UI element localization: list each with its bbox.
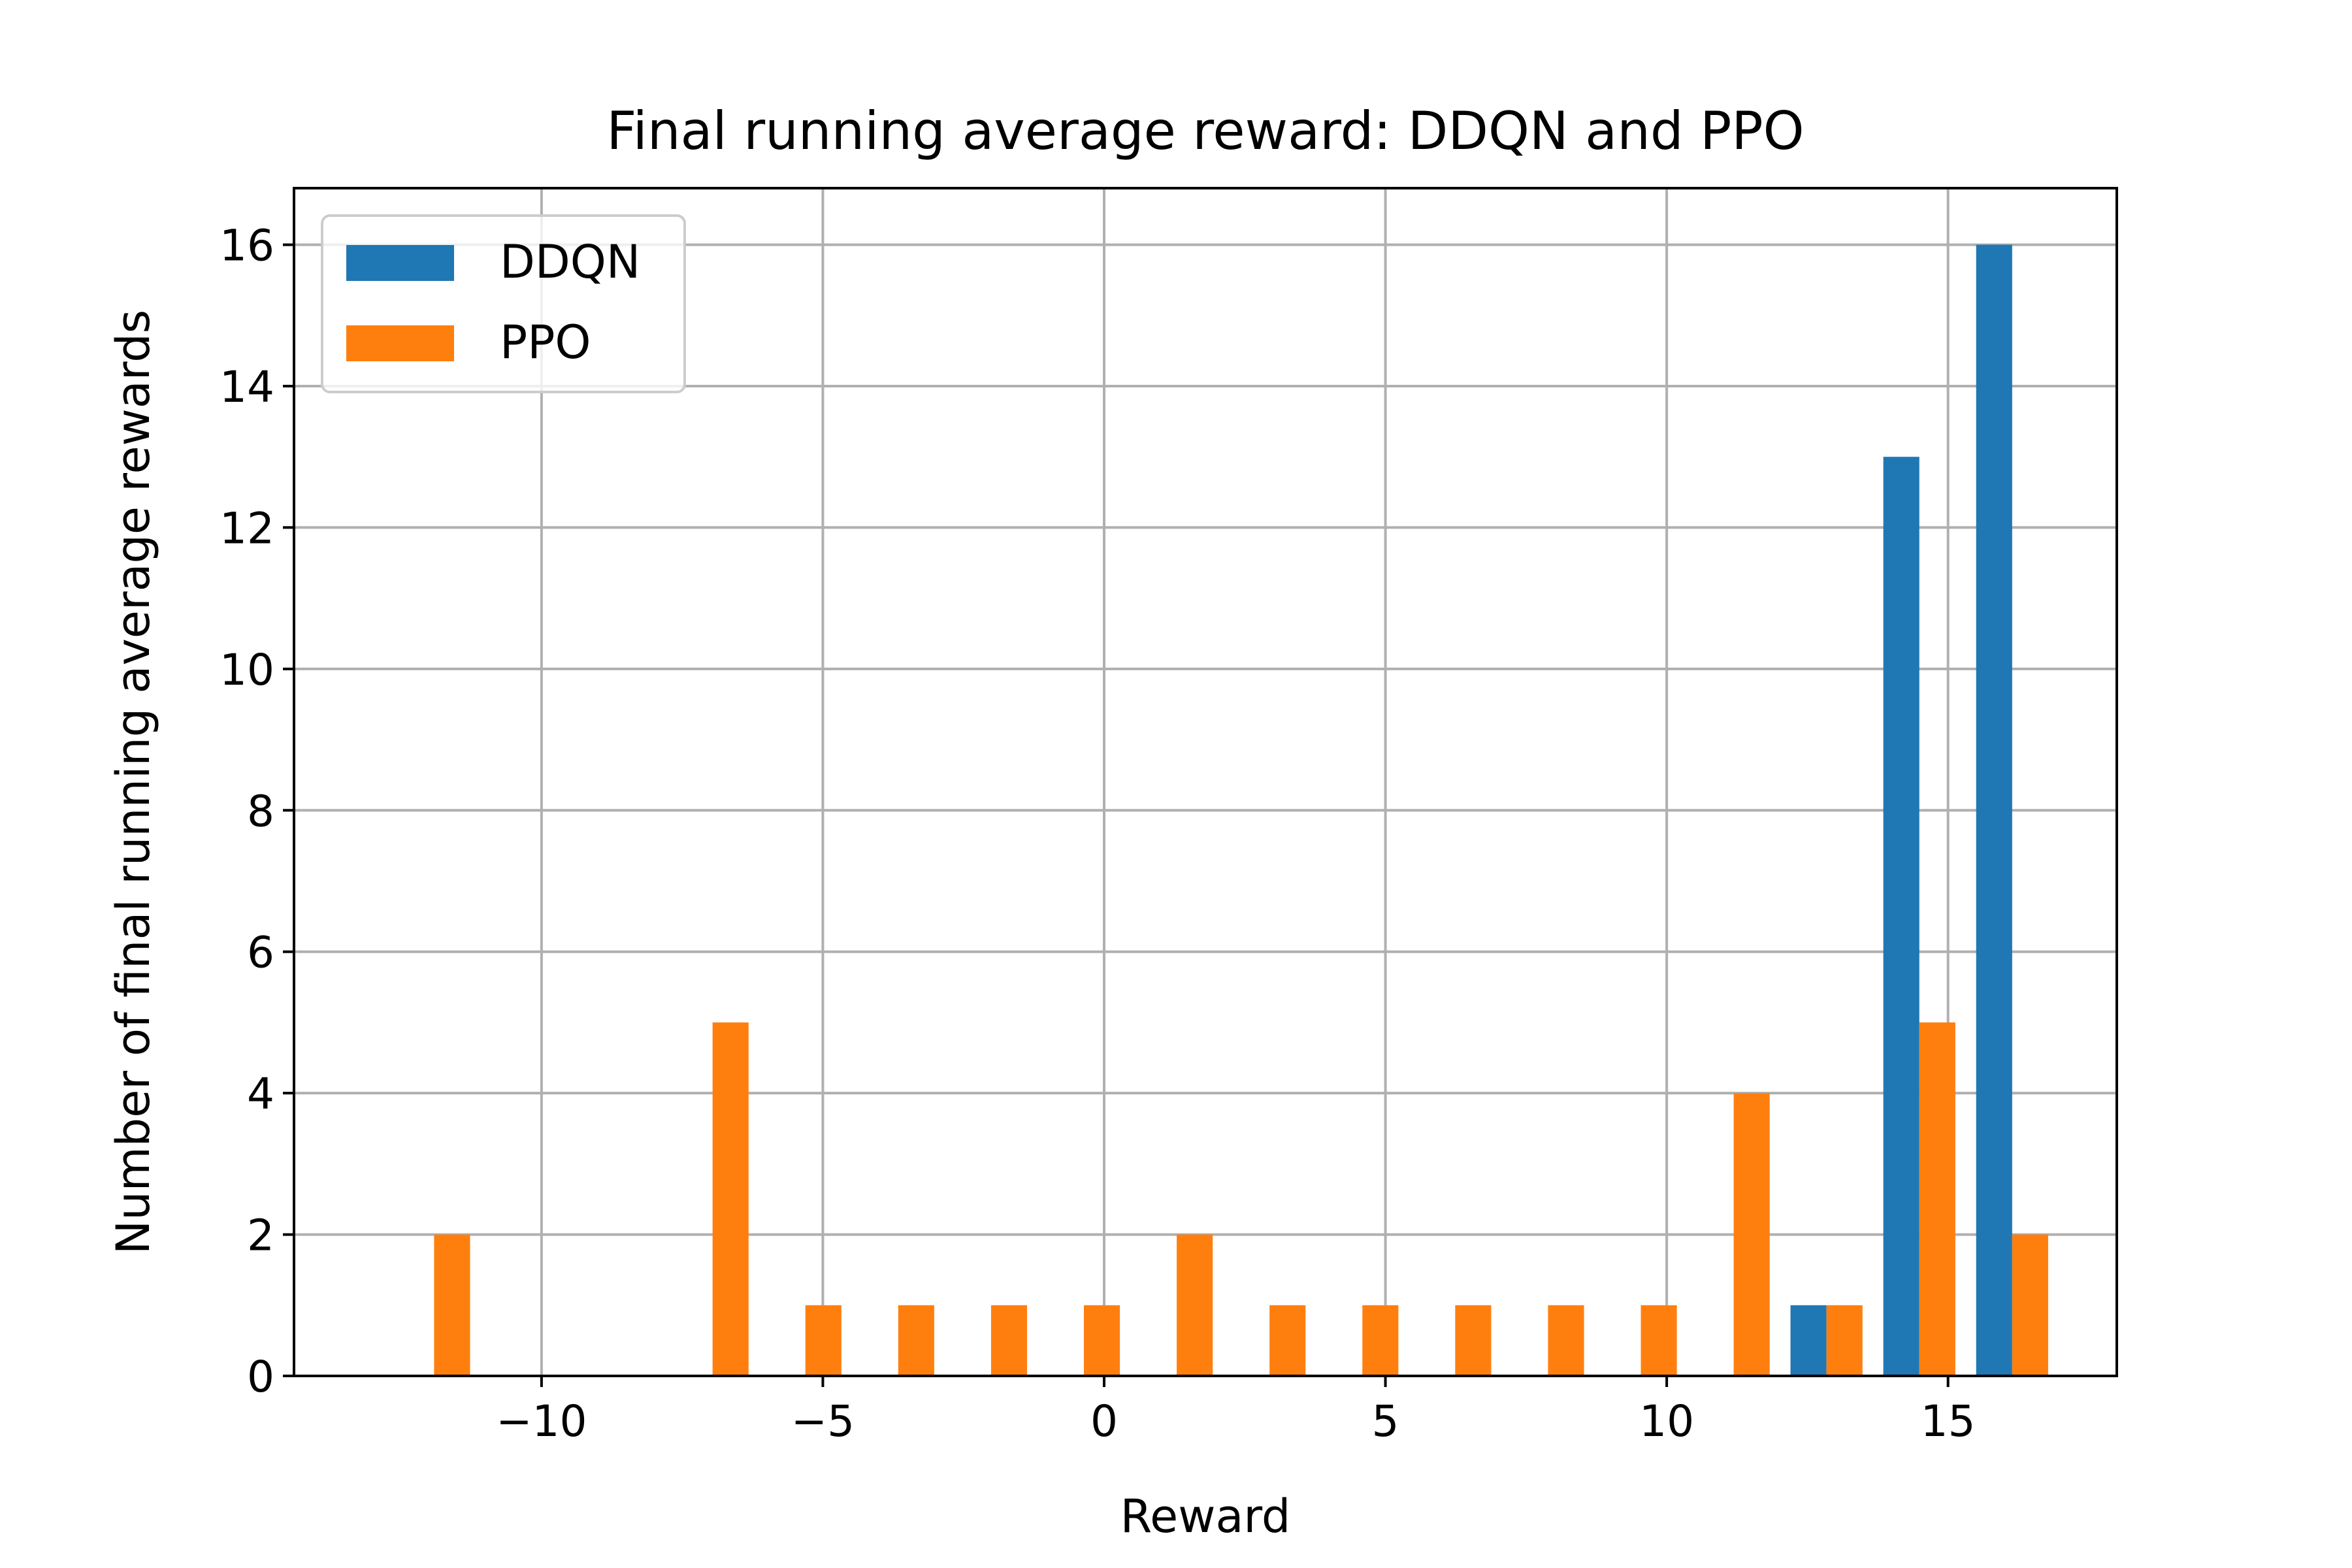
y-axis-ticks: 0 2 4 6 8 10 12 14 16 xyxy=(220,221,294,1402)
x-tick-label: 0 xyxy=(1090,1396,1118,1446)
grid xyxy=(294,188,2117,1377)
chart-title: Final running average reward: DDQN and P… xyxy=(606,101,1804,161)
axes-frame xyxy=(293,187,2118,1377)
bar-ppo-bin-4 xyxy=(805,1305,841,1376)
bar-ppo-bin-16 xyxy=(1919,1022,1955,1376)
legend-swatch-ppo xyxy=(346,325,454,361)
y-tick-label: 14 xyxy=(220,362,274,412)
bar-ppo-bin-8 xyxy=(1177,1234,1213,1376)
legend-label-ppo: PPO xyxy=(500,316,591,369)
bar-ppo-bin-12 xyxy=(1548,1305,1584,1376)
x-tick-label: −5 xyxy=(791,1396,855,1446)
bar-ppo-bin-11 xyxy=(1455,1305,1492,1376)
legend-label-ddqn: DDQN xyxy=(500,235,640,289)
y-tick-label: 4 xyxy=(247,1069,274,1119)
y-tick-label: 16 xyxy=(220,221,274,271)
bar-ppo-bin-5 xyxy=(898,1305,934,1376)
y-tick-label: 12 xyxy=(220,503,274,553)
bar-ppo-bin-17 xyxy=(2012,1234,2048,1376)
legend: DDQN PPO xyxy=(321,214,686,393)
x-tick-label: 5 xyxy=(1372,1396,1399,1446)
y-tick-label: 0 xyxy=(247,1352,274,1402)
y-tick-label: 10 xyxy=(220,645,274,695)
bar-ddqn-bin-15 xyxy=(1790,1305,1827,1376)
bar-ddqn-bin-16 xyxy=(1883,457,1919,1376)
x-tick-label: 15 xyxy=(1921,1396,1976,1446)
y-axis-label: Number of final running average rewards xyxy=(106,310,160,1254)
bar-ppo-bin-13 xyxy=(1641,1305,1677,1376)
bar-ppo-bin-6 xyxy=(990,1305,1028,1376)
x-axis-ticks: −10 −5 0 5 10 15 xyxy=(496,1376,1976,1446)
x-tick-label: −10 xyxy=(496,1396,587,1446)
legend-swatch-ddqn xyxy=(346,245,454,281)
bar-ppo-bin-9 xyxy=(1269,1305,1306,1376)
bar-ppo-bin-3 xyxy=(712,1022,749,1376)
bar-ppo-bin-0 xyxy=(434,1234,470,1376)
bar-ddqn-bin-17 xyxy=(1976,244,2012,1377)
bars xyxy=(434,244,2048,1377)
x-tick-label: 10 xyxy=(1639,1396,1694,1446)
x-axis-label: Reward xyxy=(1120,1490,1291,1543)
y-tick-label: 8 xyxy=(247,786,274,836)
bar-ppo-bin-14 xyxy=(1733,1093,1770,1376)
bar-ppo-bin-15 xyxy=(1826,1305,1863,1376)
bar-ppo-bin-10 xyxy=(1362,1305,1399,1376)
bar-ppo-bin-7 xyxy=(1084,1305,1120,1376)
y-tick-label: 2 xyxy=(247,1211,274,1261)
y-tick-label: 6 xyxy=(247,928,274,978)
